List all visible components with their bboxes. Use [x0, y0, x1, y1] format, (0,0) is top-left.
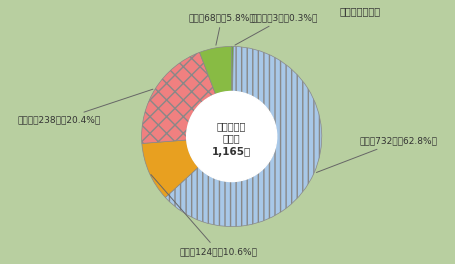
Text: ぼや　68人（5.8%）: ぼや 68人（5.8%） [188, 13, 255, 45]
Circle shape [186, 91, 276, 182]
Text: 死者数: 死者数 [222, 133, 240, 143]
Wedge shape [165, 46, 321, 227]
Wedge shape [231, 46, 233, 91]
Text: （令和３年中）: （令和３年中） [339, 6, 379, 16]
Text: 建物火災の: 建物火災の [217, 121, 246, 131]
Wedge shape [142, 140, 198, 197]
Text: 1,165人: 1,165人 [212, 147, 251, 157]
Text: 部分焼　238人（20.4%）: 部分焼 238人（20.4%） [18, 89, 152, 125]
Text: 半焼　124人（10.6%）: 半焼 124人（10.6%） [151, 175, 257, 256]
Wedge shape [142, 52, 215, 143]
Wedge shape [199, 46, 231, 95]
Text: その他　3人（0.3%）: その他 3人（0.3%） [234, 13, 317, 45]
Text: 全焼　732人（62.8%）: 全焼 732人（62.8%） [316, 136, 437, 172]
